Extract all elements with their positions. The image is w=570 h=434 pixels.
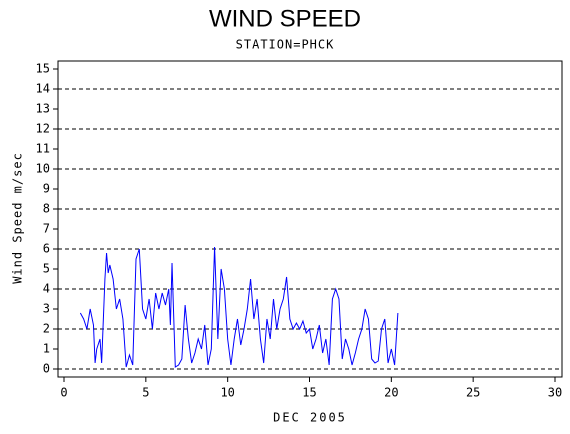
y-tick-label: 8 (43, 202, 50, 216)
y-tick-label: 6 (43, 242, 50, 256)
x-tick-label: 10 (220, 386, 234, 400)
y-tick-label: 12 (36, 122, 50, 136)
chart-subtitle: STATION=PHCK (236, 38, 335, 52)
y-tick-label: 14 (36, 82, 50, 96)
chart-title: WIND SPEED (209, 5, 361, 32)
y-tick-label: 2 (43, 322, 50, 336)
y-tick-label: 4 (43, 282, 50, 296)
x-tick-label: 25 (466, 386, 480, 400)
y-tick-label: 5 (43, 262, 50, 276)
x-axis-label: DEC 2005 (273, 411, 347, 425)
y-tick-label: 1 (43, 342, 50, 356)
x-tick-label: 0 (60, 386, 67, 400)
x-tick-label: 20 (384, 386, 398, 400)
y-tick-label: 7 (43, 222, 50, 236)
y-axis-label: Wind Speed m/sec (11, 152, 25, 284)
x-tick-label: 5 (142, 386, 149, 400)
x-tick-label: 30 (548, 386, 562, 400)
x-tick-label: 15 (302, 386, 316, 400)
y-tick-label: 15 (36, 62, 50, 76)
data-line (79, 246, 399, 368)
y-tick-label: 11 (36, 142, 50, 156)
y-tick-label: 13 (36, 102, 50, 116)
y-tick-label: 9 (43, 182, 50, 196)
y-tick-label: 0 (43, 362, 50, 376)
y-tick-label: 3 (43, 302, 50, 316)
y-tick-label: 10 (36, 162, 50, 176)
